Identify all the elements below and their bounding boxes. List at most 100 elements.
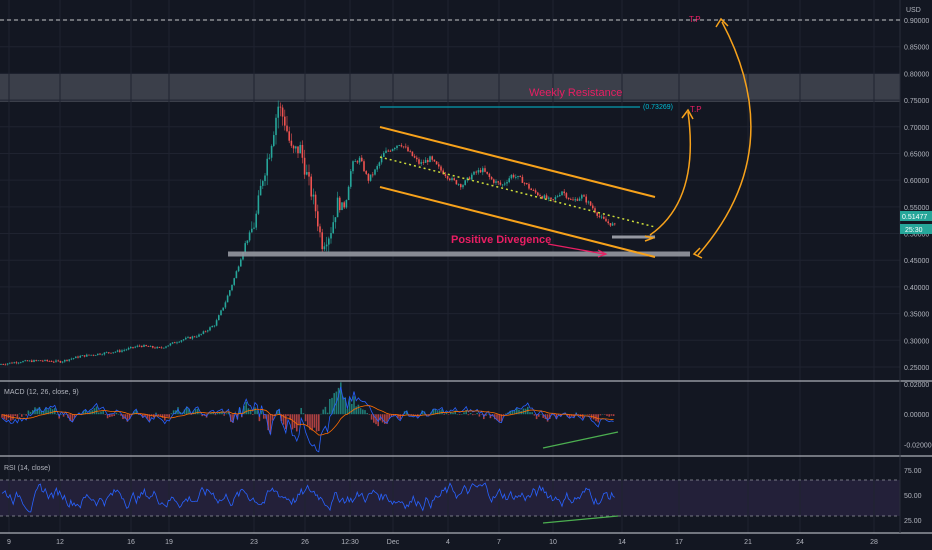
candle-body xyxy=(372,174,374,176)
candle-body xyxy=(330,233,332,239)
time-axis[interactable]: 9 12 16 19 23 26 12:30 Dec 4 7 10 14 17 21 24 28 xyxy=(7,539,878,546)
candle-body xyxy=(554,197,557,200)
macd-histogram-bar xyxy=(549,414,551,419)
macd-histogram-bar xyxy=(522,408,525,415)
tp1-arrow-curve xyxy=(649,111,692,236)
macd-histogram-bar xyxy=(157,414,159,416)
candle-body xyxy=(413,156,416,158)
tp1-arrow-tail xyxy=(644,235,656,242)
macd-histogram-bar xyxy=(322,409,324,415)
macd-histogram-bar xyxy=(443,414,445,415)
candle-body xyxy=(200,333,202,335)
macd-histogram-bar xyxy=(447,414,450,415)
candle-body xyxy=(9,362,11,364)
macd-histogram-bar xyxy=(166,414,168,417)
candle-body xyxy=(248,232,251,241)
macd-histogram-bar xyxy=(27,410,30,415)
macd-histogram-bar xyxy=(584,414,586,415)
macd-histogram-bar xyxy=(12,414,14,420)
candle-body xyxy=(596,212,598,216)
candlestick-series xyxy=(0,100,616,366)
candle-body xyxy=(116,350,119,352)
candle-body xyxy=(35,360,37,361)
macd-histogram-bar xyxy=(10,414,12,421)
macd-histogram-bar xyxy=(223,414,225,416)
macd-histogram-bar xyxy=(148,414,151,421)
macd-histogram-bar xyxy=(212,412,214,415)
macd-histogram-bar xyxy=(14,414,16,416)
macd-histogram-bar xyxy=(410,414,412,416)
tp2-arrowhead xyxy=(715,17,729,28)
candle-body xyxy=(543,195,546,199)
countdown-tag xyxy=(900,224,932,234)
candle-body xyxy=(411,151,414,157)
candle-body xyxy=(152,346,154,348)
candle-body xyxy=(367,173,370,181)
candle-body xyxy=(72,358,75,359)
macd-histogram-bar xyxy=(390,414,393,417)
macd-tick-label: -0.02000 xyxy=(904,442,932,449)
macd-histogram-bar xyxy=(47,410,49,415)
candle-body xyxy=(420,162,422,164)
candle-body xyxy=(297,146,299,154)
candle-body xyxy=(387,150,389,152)
candle-body xyxy=(462,185,464,188)
macd-histogram-bar xyxy=(450,412,452,415)
candle-body xyxy=(244,243,246,253)
candle-body xyxy=(48,360,51,362)
macd-histogram-bar xyxy=(540,414,542,415)
candle-body xyxy=(59,361,62,363)
time-tick-label: 26 xyxy=(301,539,309,546)
macd-histogram-bar xyxy=(300,407,302,415)
candle-body xyxy=(600,216,603,218)
time-tick-label: 28 xyxy=(870,539,878,546)
macd-histogram-bar xyxy=(439,410,441,415)
candle-body xyxy=(55,360,57,362)
candle-body xyxy=(31,360,33,362)
macd-histogram-bar xyxy=(276,410,278,415)
macd-histogram-bar xyxy=(128,414,131,420)
macd-histogram-bar xyxy=(38,406,41,415)
candle-body xyxy=(400,145,403,147)
macd-histogram-bar xyxy=(588,414,591,415)
candle-body xyxy=(504,183,506,185)
candle-body xyxy=(75,356,77,359)
candle-body xyxy=(427,160,429,163)
macd-histogram-bar xyxy=(467,414,470,416)
candle-body xyxy=(253,227,255,229)
divergence-arrow-line xyxy=(547,243,605,255)
candle-body xyxy=(431,156,433,160)
macd-histogram-bar xyxy=(397,414,399,418)
candle-body xyxy=(97,353,99,356)
candle-body xyxy=(308,172,310,177)
candle-body xyxy=(277,106,279,118)
macd-histogram-bar xyxy=(560,414,562,417)
candle-body xyxy=(163,347,165,349)
macd-histogram-bar xyxy=(49,407,52,415)
macd-histogram-bar xyxy=(309,414,311,430)
candle-body xyxy=(605,218,607,222)
countdown-label: 25:30 xyxy=(905,227,923,234)
candle-body xyxy=(281,107,284,117)
macd-histogram-bar xyxy=(113,414,115,416)
macd-histogram-bar xyxy=(155,412,157,415)
macd-histogram-bar xyxy=(23,413,25,415)
candle-body xyxy=(123,349,125,351)
tp2-arrow-curve xyxy=(697,21,752,256)
candle-body xyxy=(112,352,114,354)
candle-body xyxy=(398,145,400,146)
macd-histogram-bar xyxy=(318,414,320,431)
candle-body xyxy=(583,195,585,197)
macd-histogram-bar xyxy=(505,413,507,415)
candle-body xyxy=(88,354,90,356)
candle-body xyxy=(374,169,376,175)
macd-histogram-bar xyxy=(69,414,71,422)
macd-histogram-bar xyxy=(355,406,357,415)
candle-body xyxy=(350,171,352,187)
macd-histogram-bar xyxy=(115,412,118,415)
candle-body xyxy=(497,181,499,183)
time-tick-label: 12:30 xyxy=(341,539,359,546)
price-axis[interactable]: 0.90000 0.85000 0.80000 0.75000 0.70000 0.650… xyxy=(904,18,929,372)
macd-histogram-bar xyxy=(342,396,344,415)
candle-body xyxy=(607,221,609,224)
